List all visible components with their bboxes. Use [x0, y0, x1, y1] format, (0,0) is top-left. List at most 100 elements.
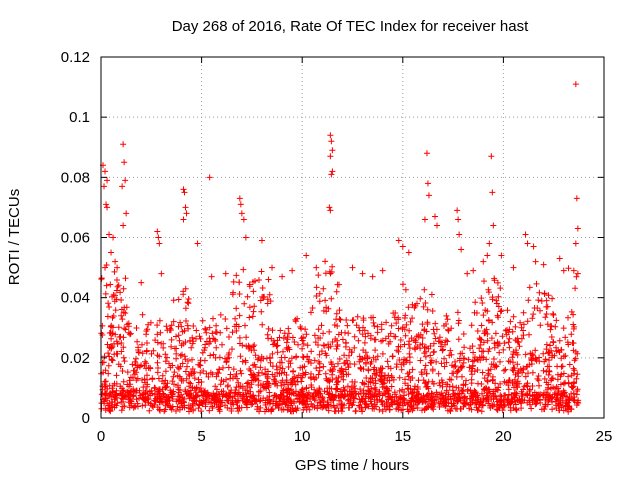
data-point [194, 240, 201, 247]
data-point [327, 207, 334, 214]
data-point [421, 216, 428, 223]
data-point [458, 246, 465, 253]
data-point [106, 231, 113, 238]
x-tick-label: 20 [495, 428, 512, 445]
data-point [123, 210, 130, 217]
data-point [423, 150, 430, 157]
data-point [122, 177, 129, 184]
x-tick-label: 15 [394, 428, 411, 445]
x-tick-label: 25 [596, 428, 613, 445]
data-point [327, 132, 334, 139]
data-point [574, 270, 581, 277]
data-point [470, 267, 477, 274]
data-point [431, 213, 438, 220]
data-point [180, 186, 187, 193]
data-point [454, 207, 461, 214]
data-point [181, 189, 188, 196]
data-point [488, 153, 495, 160]
y-tick-label: 0.02 [61, 350, 90, 367]
data-point [480, 258, 487, 265]
x-tick-label: 5 [197, 428, 205, 445]
data-point [269, 264, 276, 271]
data-point [112, 258, 119, 265]
data-point-cloud [98, 258, 582, 415]
data-point [540, 261, 547, 268]
data-point [464, 270, 471, 277]
data-point [108, 249, 115, 256]
data-point [114, 264, 121, 271]
y-tick-label: 0.08 [61, 169, 90, 186]
data-point [327, 153, 334, 160]
data-point [313, 264, 320, 271]
y-tick-label: 0.04 [61, 290, 90, 307]
data-point [570, 267, 577, 274]
data-point [489, 189, 496, 196]
data-point [556, 255, 563, 262]
data-point [560, 267, 567, 274]
y-axis-label: ROTI / TECUs [6, 189, 23, 285]
data-point [206, 174, 213, 181]
data-point [156, 240, 163, 247]
data-point [222, 270, 229, 277]
data-point [510, 264, 517, 271]
data-point [101, 183, 108, 190]
x-tick-label: 0 [97, 428, 105, 445]
data-point [104, 204, 111, 211]
data-point [183, 210, 190, 217]
data-point [289, 267, 296, 274]
data-point [279, 273, 286, 280]
data-point [532, 258, 539, 265]
data-point [369, 273, 376, 280]
data-point [399, 243, 406, 250]
grid-lines [101, 57, 604, 418]
data-point [379, 267, 386, 274]
data-point [120, 141, 127, 148]
data-point [180, 216, 187, 223]
data-point [240, 216, 247, 223]
chart-title: Day 268 of 2016, Rate Of TEC Index for r… [172, 18, 529, 35]
y-tick-label: 0.1 [69, 109, 90, 126]
data-point [522, 231, 529, 238]
data-point [349, 264, 356, 271]
data-point [258, 237, 265, 244]
data-points [98, 81, 582, 415]
data-point [121, 159, 128, 166]
y-tick-label: 0 [82, 410, 90, 427]
data-point [572, 81, 579, 88]
data-point [498, 252, 505, 259]
data-point [182, 204, 189, 211]
data-point [328, 138, 335, 145]
data-point [395, 237, 402, 244]
data-point [154, 228, 161, 235]
x-axis-label: GPS time / hours [295, 457, 409, 474]
data-point [110, 234, 117, 241]
data-point [425, 192, 432, 199]
data-point [359, 270, 366, 277]
data-point [155, 234, 162, 241]
data-point [486, 240, 493, 247]
data-point [329, 147, 336, 154]
data-point [303, 252, 310, 259]
x-tick-label: 10 [294, 428, 311, 445]
data-point [120, 222, 127, 229]
data-point [572, 240, 579, 247]
data-point [329, 168, 336, 175]
data-point [326, 204, 333, 211]
data-point [456, 231, 463, 238]
data-point [104, 177, 111, 184]
data-point [490, 222, 497, 229]
data-point [328, 171, 335, 178]
data-point [102, 168, 109, 175]
data-point [573, 195, 580, 202]
data-point [434, 222, 441, 229]
data-point [484, 252, 491, 259]
data-point [405, 249, 412, 256]
axis-ticks: 0 5 10 15 20 25 0 0.02 0.04 0.06 0.08 0.1 0.12 [61, 49, 613, 445]
data-point [236, 195, 243, 202]
data-point [455, 216, 462, 223]
y-tick-label: 0.06 [61, 230, 90, 247]
data-point [530, 243, 537, 250]
data-point [103, 201, 110, 208]
data-point [237, 201, 244, 208]
